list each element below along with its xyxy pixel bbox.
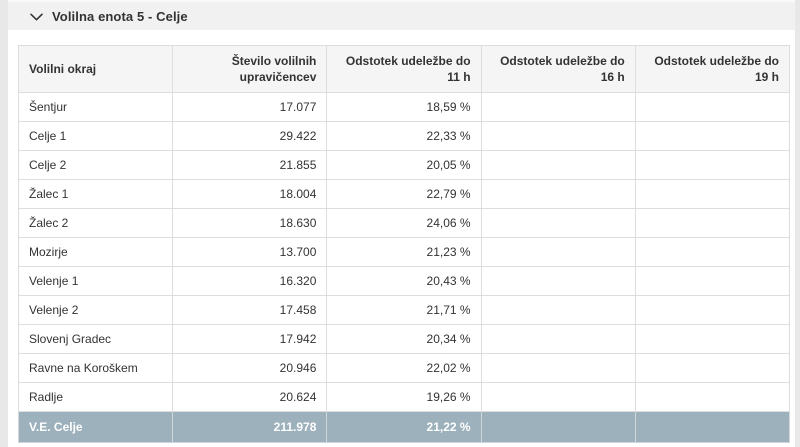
cell-voters: 16.320 <box>172 266 328 297</box>
cell-pct16 <box>480 179 636 210</box>
table-row: Radlje 20.624 19,26 % <box>17 382 791 413</box>
cell-pct19 <box>634 121 791 152</box>
total-row-pct11: 21,22 % <box>326 411 482 444</box>
total-row: V.E. Celje 211.978 21,22 % <box>17 411 791 444</box>
column-header-pct19: Odstotek udeležbe do 19 h <box>634 44 791 94</box>
cell-pct11: 24,06 % <box>326 208 482 239</box>
cell-pct16 <box>480 295 636 326</box>
turnout-table: Volilni okraj Število volilnih upravičen… <box>17 44 791 444</box>
cell-voters: 17.077 <box>172 92 328 123</box>
content-panel: Volilna enota 5 - Celje Volilni okraj Št… <box>8 0 795 447</box>
cell-pct11: 22,79 % <box>326 179 482 210</box>
cell-voters: 17.458 <box>172 295 328 326</box>
cell-pct11: 19,26 % <box>326 382 482 413</box>
cell-voters: 13.700 <box>172 237 328 268</box>
cell-pct11: 20,34 % <box>326 324 482 355</box>
cell-pct19 <box>634 92 791 123</box>
table-row: Velenje 1 16.320 20,43 % <box>17 266 791 297</box>
cell-pct16 <box>480 266 636 297</box>
cell-district: Žalec 1 <box>17 179 174 210</box>
table-body: Šentjur 17.077 18,59 % Celje 1 29.422 22,33 %… <box>17 92 791 413</box>
total-row-voters: 211.978 <box>172 411 328 444</box>
column-header-pct16: Odstotek udeležbe do 16 h <box>480 44 636 94</box>
column-header-pct11: Odstotek udeležbe do 11 h <box>326 44 482 94</box>
cell-pct19 <box>634 266 791 297</box>
cell-voters: 21.855 <box>172 150 328 181</box>
column-header-voters: Število volilnih upravičencev <box>172 44 328 94</box>
cell-district: Velenje 2 <box>17 295 174 326</box>
cell-district: Celje 1 <box>17 121 174 152</box>
cell-pct16 <box>480 121 636 152</box>
cell-district: Slovenj Gradec <box>17 324 174 355</box>
total-row-pct19 <box>634 411 791 444</box>
cell-district: Velenje 1 <box>17 266 174 297</box>
table-row: Celje 1 29.422 22,33 % <box>17 121 791 152</box>
cell-pct16 <box>480 382 636 413</box>
cell-district: Šentjur <box>17 92 174 123</box>
cell-pct16 <box>480 92 636 123</box>
cell-pct19 <box>634 382 791 413</box>
table-row: Šentjur 17.077 18,59 % <box>17 92 791 123</box>
total-row-pct16 <box>480 411 636 444</box>
cell-pct11: 22,02 % <box>326 353 482 384</box>
cell-pct11: 18,59 % <box>326 92 482 123</box>
total-row-label: V.E. Celje <box>17 411 174 444</box>
table-row: Slovenj Gradec 17.942 20,34 % <box>17 324 791 355</box>
cell-pct19 <box>634 208 791 239</box>
cell-pct19 <box>634 150 791 181</box>
cell-pct11: 22,33 % <box>326 121 482 152</box>
cell-pct11: 20,43 % <box>326 266 482 297</box>
cell-pct11: 21,23 % <box>326 237 482 268</box>
cell-district: Celje 2 <box>17 150 174 181</box>
cell-pct19 <box>634 324 791 355</box>
cell-pct16 <box>480 150 636 181</box>
cell-voters: 20.624 <box>172 382 328 413</box>
cell-voters: 18.004 <box>172 179 328 210</box>
accordion-header[interactable]: Volilna enota 5 - Celje <box>8 0 795 30</box>
cell-pct19 <box>634 353 791 384</box>
accordion-title: Volilna enota 5 - Celje <box>52 8 188 24</box>
column-header-district: Volilni okraj <box>17 44 174 94</box>
cell-voters: 18.630 <box>172 208 328 239</box>
cell-voters: 29.422 <box>172 121 328 152</box>
cell-district: Žalec 2 <box>17 208 174 239</box>
cell-pct19 <box>634 237 791 268</box>
cell-pct16 <box>480 353 636 384</box>
cell-pct11: 20,05 % <box>326 150 482 181</box>
chevron-down-icon <box>30 12 43 21</box>
cell-voters: 17.942 <box>172 324 328 355</box>
cell-voters: 20.946 <box>172 353 328 384</box>
cell-pct16 <box>480 324 636 355</box>
table-row: Žalec 2 18.630 24,06 % <box>17 208 791 239</box>
cell-pct19 <box>634 295 791 326</box>
cell-district: Mozirje <box>17 237 174 268</box>
table-row: Velenje 2 17.458 21,71 % <box>17 295 791 326</box>
table-row: Celje 2 21.855 20,05 % <box>17 150 791 181</box>
cell-pct11: 21,71 % <box>326 295 482 326</box>
cell-pct19 <box>634 179 791 210</box>
table-row: Ravne na Koroškem 20.946 22,02 % <box>17 353 791 384</box>
cell-pct16 <box>480 237 636 268</box>
cell-pct16 <box>480 208 636 239</box>
table-header-row: Volilni okraj Število volilnih upravičen… <box>17 44 791 94</box>
table-row: Žalec 1 18.004 22,79 % <box>17 179 791 210</box>
table-row: Mozirje 13.700 21,23 % <box>17 237 791 268</box>
cell-district: Radlje <box>17 382 174 413</box>
cell-district: Ravne na Koroškem <box>17 353 174 384</box>
